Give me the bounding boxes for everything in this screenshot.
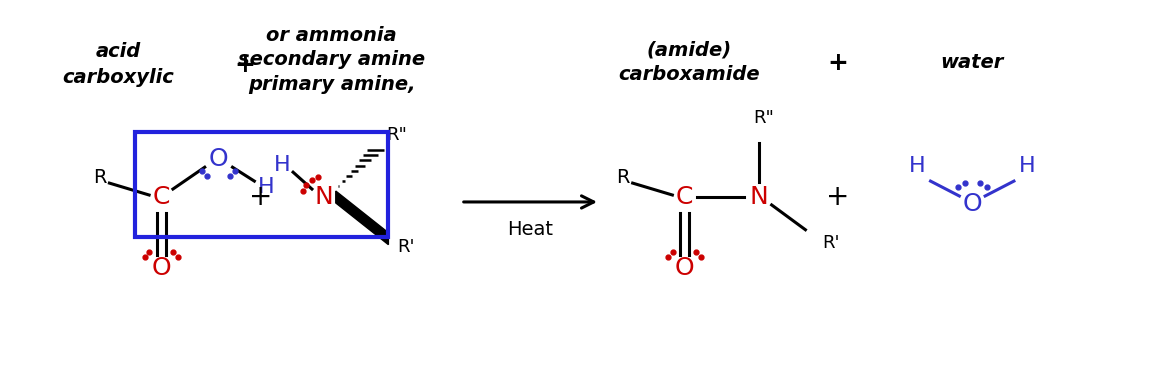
Text: R": R": [753, 109, 774, 127]
Text: O: O: [674, 256, 694, 281]
Text: Heat: Heat: [507, 220, 554, 239]
Text: O: O: [151, 256, 171, 281]
Text: H: H: [273, 155, 291, 175]
Text: R": R": [385, 127, 406, 144]
Text: C: C: [152, 185, 169, 209]
Text: R': R': [397, 238, 415, 256]
Text: C: C: [675, 185, 693, 209]
Text: +: +: [234, 53, 255, 77]
Text: N: N: [750, 185, 769, 209]
Text: R: R: [616, 168, 630, 187]
Text: H: H: [1018, 156, 1035, 176]
Text: H: H: [258, 177, 274, 197]
Text: +: +: [249, 183, 272, 211]
Text: O: O: [962, 192, 982, 216]
Text: H: H: [910, 156, 926, 176]
Text: +: +: [827, 183, 850, 211]
Text: primary amine,: primary amine,: [248, 75, 416, 94]
Text: R: R: [92, 168, 106, 187]
Polygon shape: [335, 191, 389, 245]
Text: N: N: [314, 185, 333, 209]
Text: R': R': [822, 234, 840, 252]
Text: carboxylic: carboxylic: [62, 68, 174, 87]
Text: +: +: [828, 51, 849, 75]
Text: secondary amine: secondary amine: [238, 51, 425, 69]
Text: water: water: [940, 53, 1004, 73]
Text: (amide): (amide): [647, 40, 732, 60]
Bar: [135, 132, 389, 237]
Text: carboxamide: carboxamide: [618, 65, 760, 84]
Text: O: O: [209, 147, 229, 171]
Text: acid: acid: [96, 42, 141, 60]
Text: or ammonia: or ammonia: [266, 25, 397, 45]
